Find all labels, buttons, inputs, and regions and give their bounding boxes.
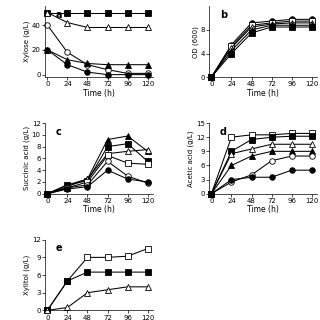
Y-axis label: Succinic acid (g/L): Succinic acid (g/L): [24, 126, 30, 190]
Text: a: a: [56, 10, 62, 20]
X-axis label: Time (h): Time (h): [83, 205, 115, 214]
X-axis label: Time (h): Time (h): [83, 89, 115, 98]
Y-axis label: OD (600): OD (600): [192, 26, 199, 58]
Y-axis label: Acetic acid (g/L): Acetic acid (g/L): [188, 130, 195, 187]
X-axis label: Time (h): Time (h): [247, 89, 279, 98]
Text: c: c: [56, 127, 61, 137]
Text: d: d: [220, 127, 227, 137]
Text: b: b: [220, 10, 227, 20]
Y-axis label: Xylitol (g/L): Xylitol (g/L): [24, 255, 30, 295]
Y-axis label: Xylose (g/L): Xylose (g/L): [24, 21, 30, 62]
X-axis label: Time (h): Time (h): [247, 205, 279, 214]
Text: e: e: [56, 243, 62, 253]
